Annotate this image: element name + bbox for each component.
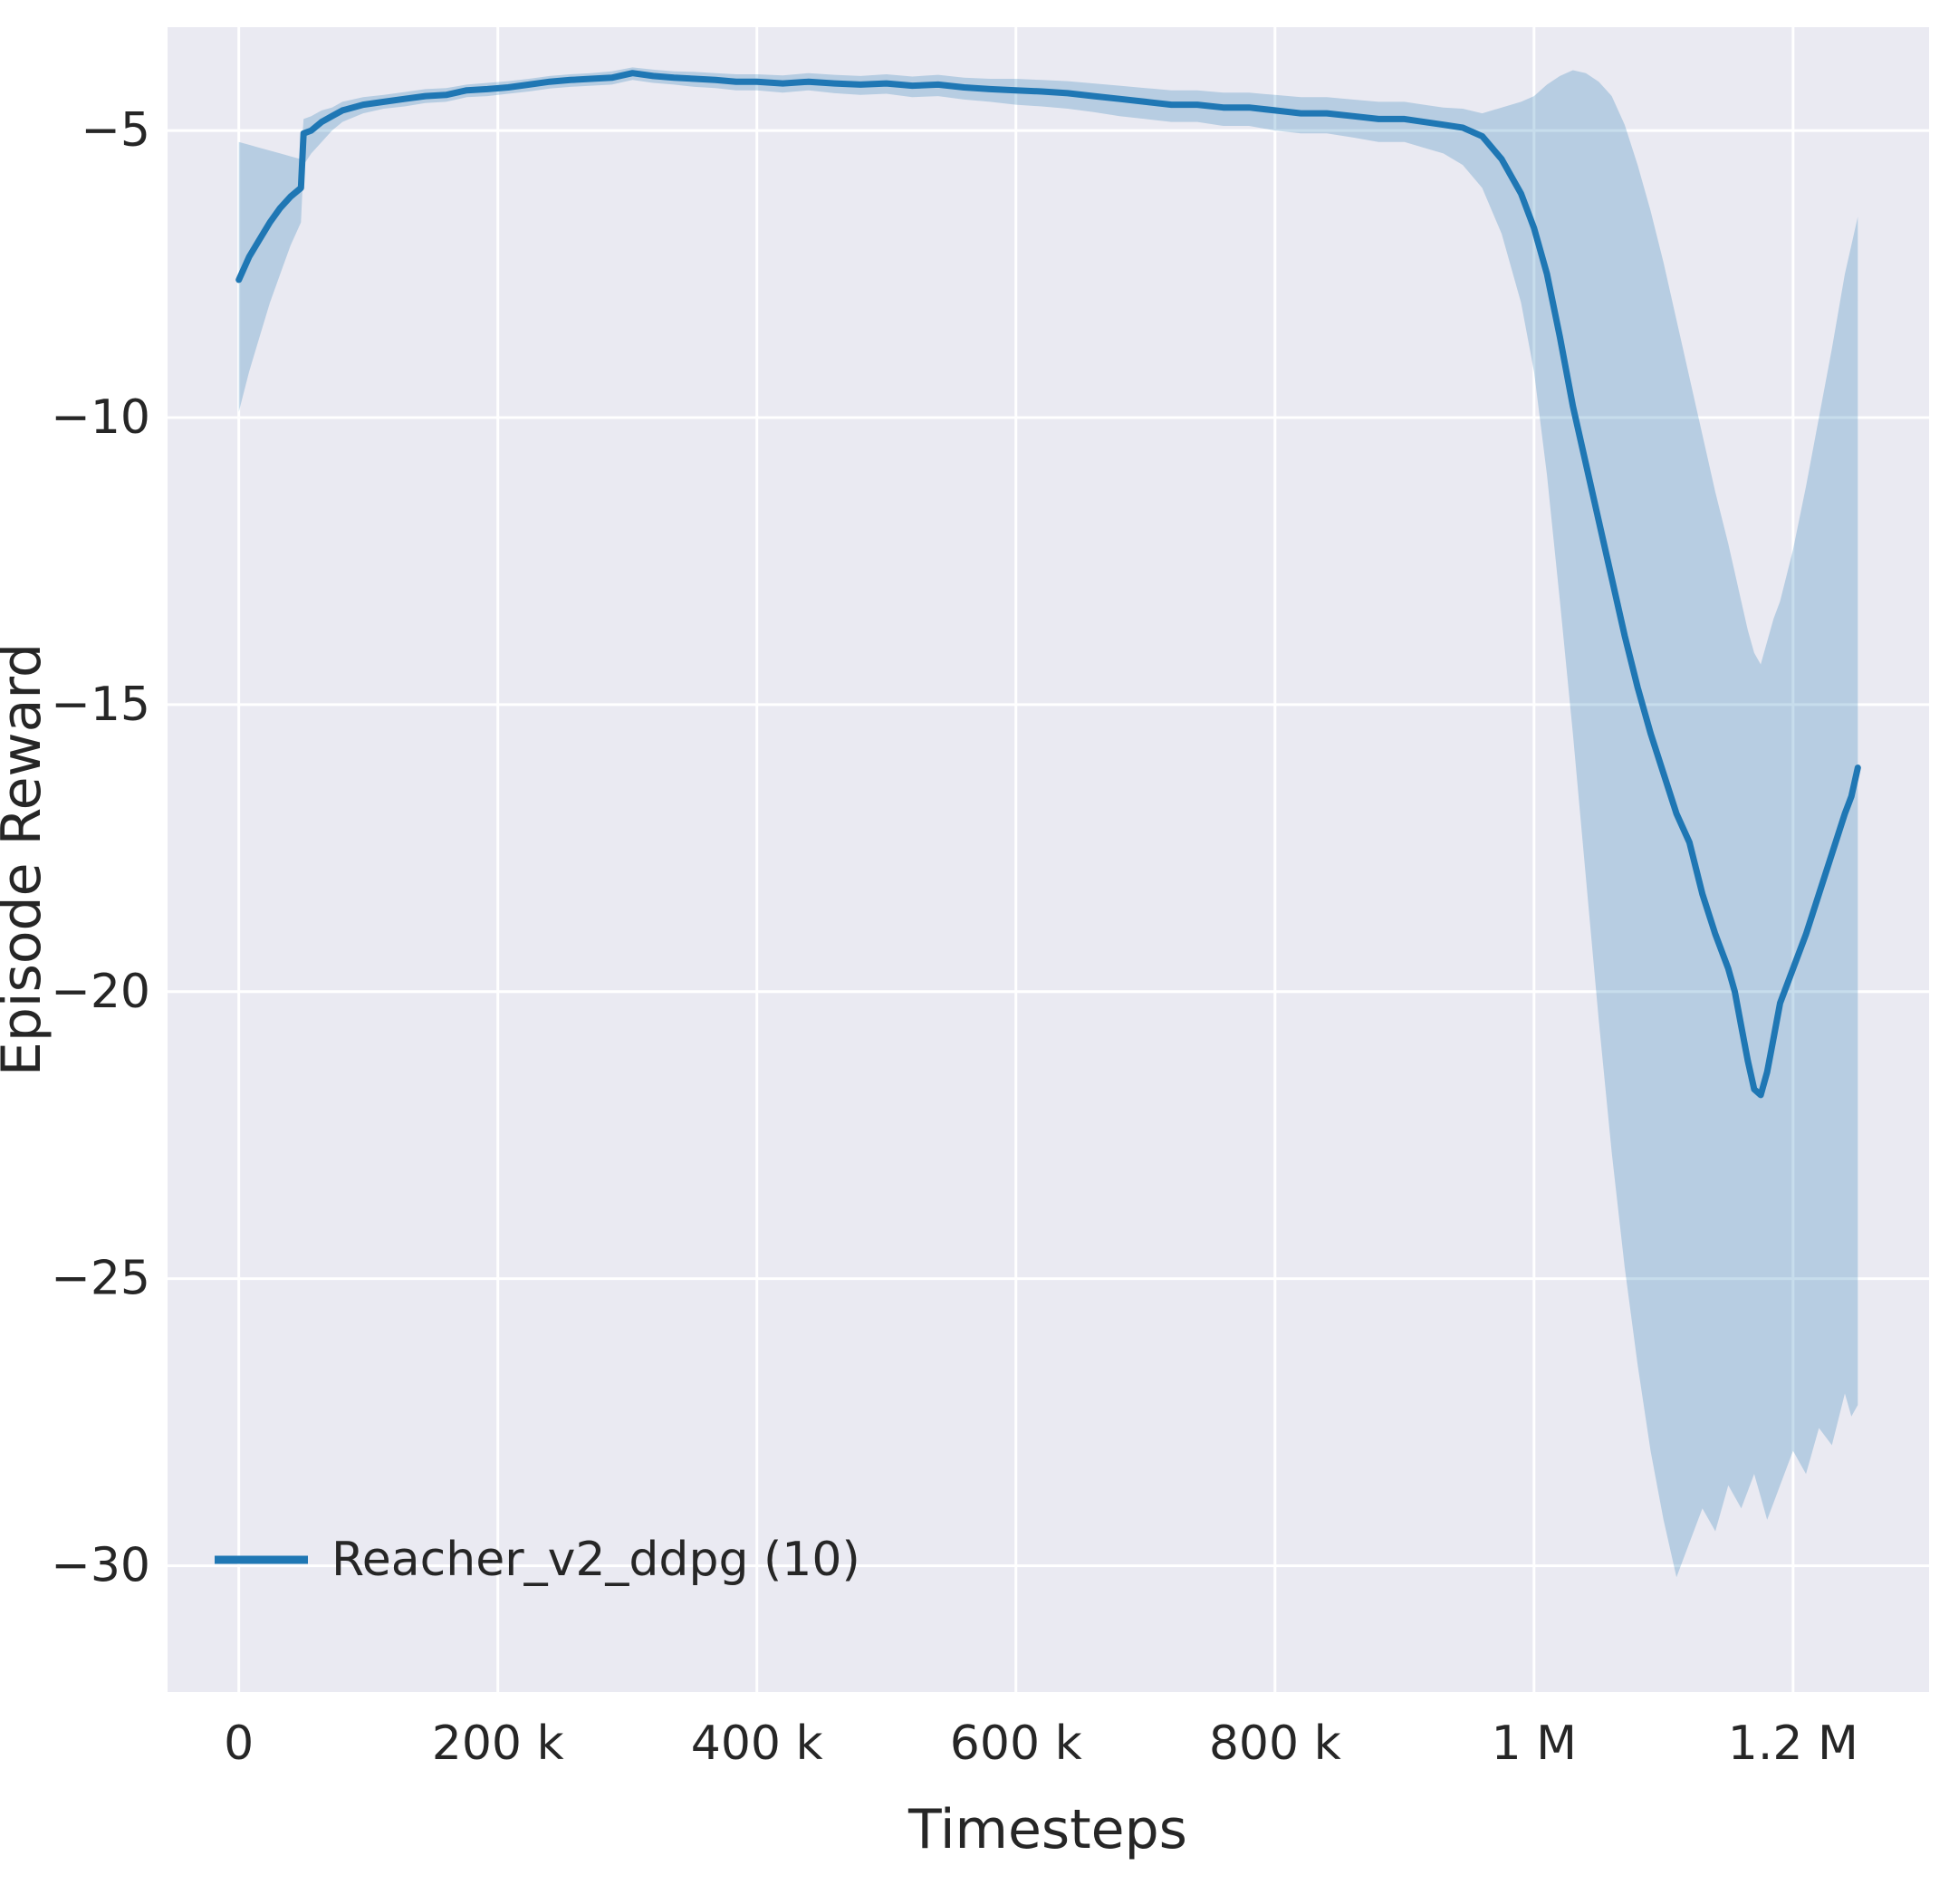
x-tick-label: 1.2 M [1728,1716,1858,1771]
y-tick-label: −25 [51,1252,150,1306]
y-tick-label: −5 [81,103,150,158]
x-tick-label: 1 M [1492,1716,1577,1771]
x-tick-label: 0 [224,1716,254,1771]
x-tick-label: 400 k [691,1716,823,1771]
series-line [235,70,1861,1099]
series-lines [235,70,1861,1099]
x-tick-label: 800 k [1209,1716,1341,1771]
x-tick-label: 200 k [432,1716,564,1771]
x-axis-label: Timesteps [907,1798,1187,1861]
y-tick-label: −10 [51,390,150,445]
y-tick-label: −20 [51,965,150,1019]
confidence-band [238,67,1858,1578]
y-tick-label: −30 [51,1539,150,1593]
confidence-band-fill [238,67,1858,1578]
legend-label: Reacher_v2_ddpg (10) [331,1533,860,1587]
axis-tick-labels: 0 200 k 400 k 600 k 800 k 1 M 1.2 M −5 −10 −15 −20… [51,103,1858,1771]
x-tick-label: 600 k [950,1716,1082,1771]
grid-lines [168,27,1929,1692]
legend: Reacher_v2_ddpg (10) [215,1533,860,1587]
plot-area [168,27,1929,1692]
y-axis-label: Episode Reward [0,643,53,1076]
y-tick-label: −15 [51,678,150,732]
